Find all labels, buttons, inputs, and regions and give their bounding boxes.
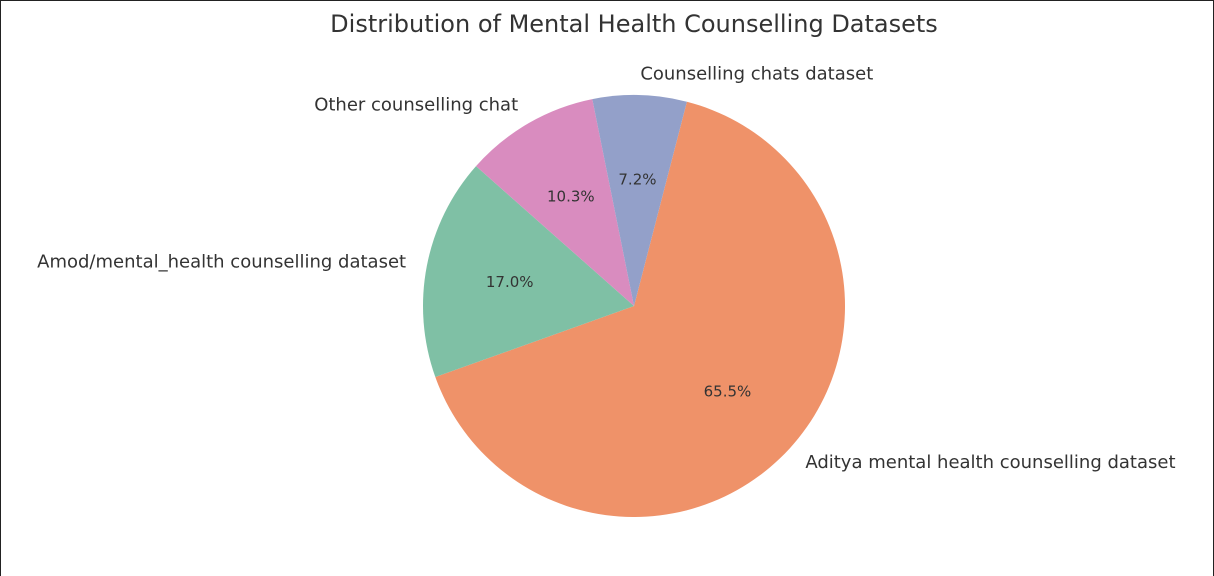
- pie-slice-2: [476, 99, 634, 306]
- pie-percent-label-2: 10.3%: [547, 187, 595, 205]
- chart-title: Distribution of Mental Health Counsellin…: [330, 10, 938, 38]
- pie-category-label-2: Other counselling chat: [314, 94, 518, 115]
- pie-slices: [423, 95, 845, 518]
- pie-slice-1: [423, 166, 634, 378]
- pie-category-label-0: Aditya mental health counselling dataset: [805, 452, 1175, 473]
- pie-percent-label-0: 65.5%: [704, 382, 752, 400]
- pie-category-labels: Aditya mental health counselling dataset…: [37, 63, 1175, 473]
- pie-percent-label-1: 17.0%: [486, 273, 534, 291]
- pie-percent-labels: 65.5% 17.0% 10.3% 7.2%: [486, 170, 751, 400]
- pie-category-label-3: Counselling chats dataset: [640, 63, 873, 84]
- pie-percent-label-3: 7.2%: [618, 170, 656, 188]
- pie-category-label-1: Amod/mental_health counselling dataset: [37, 252, 406, 273]
- pie-slice-3: [592, 95, 687, 307]
- pie-slice-0: [435, 101, 845, 518]
